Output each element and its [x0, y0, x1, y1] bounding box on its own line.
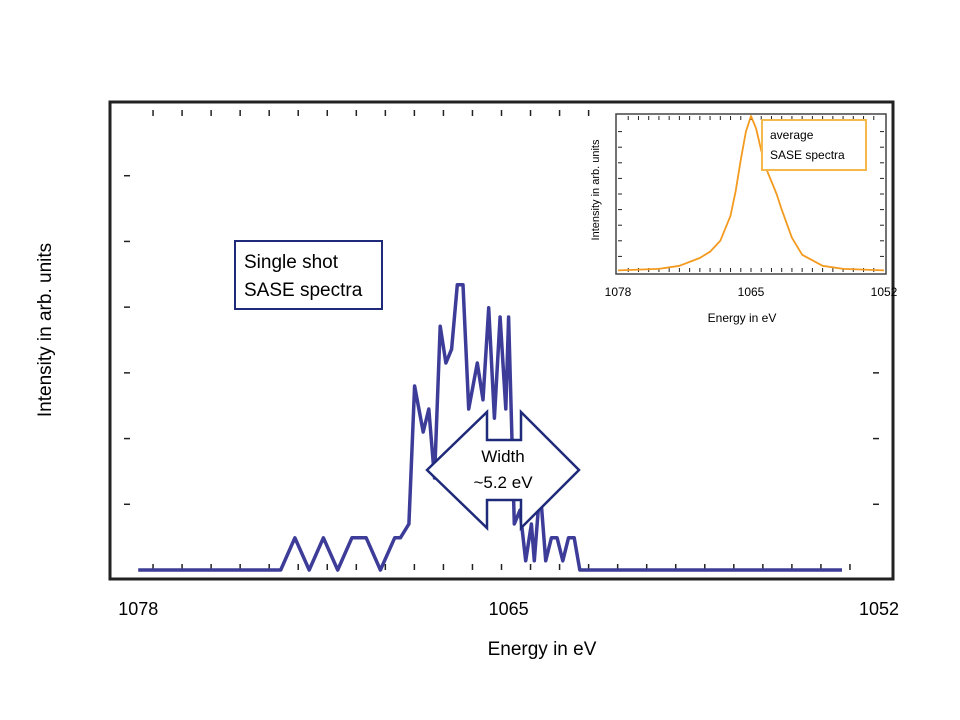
label-box-line-2: SASE spectra: [244, 280, 363, 301]
main-plot-frame: [108, 100, 895, 581]
inset-chart: 1078 1065 1052 Energy in eV Intensity in a…: [590, 108, 898, 340]
average-spectrum-line: [617, 115, 885, 272]
inset-x-tick-label: 1065: [738, 285, 765, 299]
legend-line-1: average: [770, 128, 814, 142]
legend-line-2: SASE spectra: [770, 148, 845, 162]
main-x-tick-label: 1052: [859, 599, 899, 619]
inset-x-tick-label: 1052: [871, 285, 898, 299]
main-x-tick-label: 1078: [118, 599, 158, 619]
inset-x-tick-labels: 1078 1065 1052: [605, 285, 898, 299]
main-x-tick-label: 1065: [489, 599, 529, 619]
main-y-axis-label: Intensity in arb. units: [35, 243, 56, 417]
inset-x-tick-label: 1078: [605, 285, 632, 299]
width-label: Width: [481, 447, 524, 466]
width-double-arrow: Width ~5.2 eV: [425, 408, 581, 532]
inset-x-axis-label: Energy in eV: [708, 311, 777, 325]
main-x-tick-labels: 1078 1065 1052: [118, 599, 899, 619]
inset-y-axis-label: Intensity in arb. units: [590, 139, 602, 240]
label-box-line-1: Single shot: [244, 252, 339, 273]
single-shot-label-box: Single shot SASE spectra: [234, 240, 383, 310]
single-shot-spectrum-line: [138, 283, 842, 572]
width-value: ~5.2 eV: [473, 473, 533, 492]
main-chart: 1078 1065 1052 Energy in eV Intensity in a…: [35, 100, 899, 660]
main-x-axis-label: Energy in eV: [488, 639, 597, 660]
inset-legend-box: average SASE spectra: [761, 119, 867, 171]
